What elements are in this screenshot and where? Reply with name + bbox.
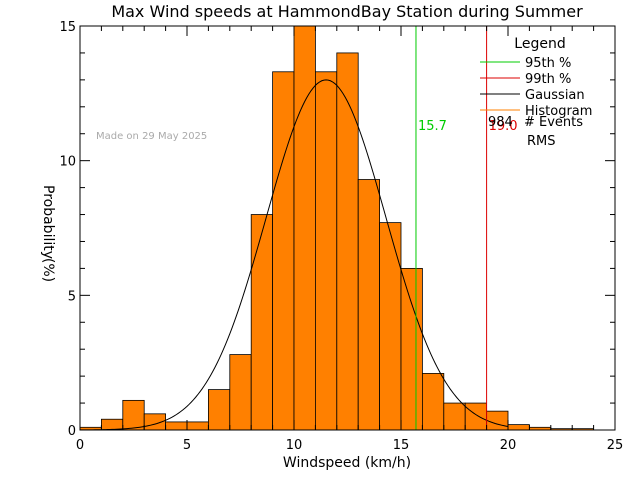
x-tick-label: 20 bbox=[500, 438, 517, 453]
x-axis: 0 5 10 15 20 25 bbox=[76, 26, 623, 453]
watermark: Made on 29 May 2025 bbox=[96, 131, 207, 142]
histogram-bar-7 bbox=[229, 354, 252, 431]
y-axis: 0 5 10 15 bbox=[59, 20, 615, 439]
legend-label-histogram: Histogram bbox=[525, 104, 592, 119]
y-tick-label: 5 bbox=[68, 289, 76, 304]
histogram-bar-8 bbox=[250, 214, 273, 431]
histogram-bar-20 bbox=[507, 424, 530, 431]
legend-events-count: 984 bbox=[488, 115, 513, 130]
histogram-bar-12 bbox=[336, 52, 359, 431]
legend: Legend 95th % 99th % Gaussian Histogram … bbox=[480, 36, 592, 149]
histogram-bar-1 bbox=[101, 418, 124, 431]
legend-label-95th: 95th % bbox=[525, 56, 571, 71]
y-tick-label: 15 bbox=[59, 20, 76, 35]
histogram-bar-5 bbox=[186, 421, 209, 431]
y-axis-label-bottom: (%) bbox=[40, 258, 56, 282]
histogram-bar-18 bbox=[464, 402, 488, 431]
histogram-bars bbox=[79, 25, 595, 431]
histogram-bar-11 bbox=[314, 71, 338, 431]
x-tick-label: 5 bbox=[183, 438, 191, 453]
legend-label-99th: 99th % bbox=[525, 72, 571, 87]
histogram-bar-10 bbox=[293, 25, 316, 431]
histogram-bar-14 bbox=[379, 222, 402, 431]
legend-events-label: # Events bbox=[524, 115, 583, 130]
percentile-lines: 15.7 19.0 bbox=[415, 26, 518, 430]
x-tick-label: 10 bbox=[286, 438, 303, 453]
percentile-value-label-1: 19.0 bbox=[489, 119, 518, 134]
percentile-value-label-0: 15.7 bbox=[418, 119, 447, 134]
y-axis-label-top: Probability bbox=[40, 185, 56, 259]
histogram-bar-13 bbox=[357, 179, 381, 431]
y-tick-label: 10 bbox=[59, 155, 76, 170]
y-tick-label: 0 bbox=[68, 424, 76, 439]
histogram-bar-4 bbox=[165, 421, 188, 431]
legend-rms-label: RMS bbox=[527, 134, 556, 149]
x-tick-label: 15 bbox=[393, 438, 410, 453]
histogram-bar-9 bbox=[272, 71, 295, 431]
legend-title: Legend bbox=[514, 36, 565, 52]
histogram-bar-17 bbox=[443, 402, 466, 431]
histogram-bar-2 bbox=[122, 399, 145, 431]
x-tick-label: 25 bbox=[607, 438, 624, 453]
x-tick-label: 0 bbox=[76, 438, 84, 453]
histogram-bar-15 bbox=[400, 267, 423, 431]
x-axis-label: Windspeed (km/h) bbox=[283, 455, 411, 471]
histogram-bar-19 bbox=[486, 410, 509, 431]
legend-label-gaussian: Gaussian bbox=[525, 88, 585, 103]
histogram-bar-16 bbox=[421, 373, 445, 431]
gaussian-curve bbox=[79, 79, 509, 431]
plot-frame bbox=[79, 25, 616, 431]
histogram-bar-6 bbox=[207, 389, 231, 431]
chart-title: Max Wind speeds at HammondBay Station du… bbox=[111, 2, 583, 21]
